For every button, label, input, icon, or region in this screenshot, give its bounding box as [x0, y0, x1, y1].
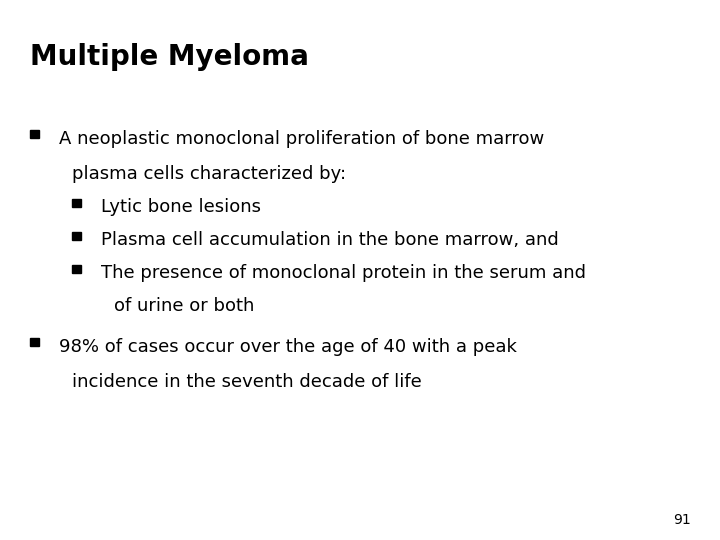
Text: A neoplastic monoclonal proliferation of bone marrow: A neoplastic monoclonal proliferation of…: [59, 130, 544, 147]
Text: 91: 91: [673, 512, 691, 526]
Text: Plasma cell accumulation in the bone marrow, and: Plasma cell accumulation in the bone mar…: [101, 231, 559, 249]
Text: of urine or both: of urine or both: [114, 297, 254, 315]
Text: incidence in the seventh decade of life: incidence in the seventh decade of life: [72, 373, 422, 390]
Bar: [72, 265, 81, 273]
Text: The presence of monoclonal protein in the serum and: The presence of monoclonal protein in th…: [101, 264, 586, 282]
Bar: [30, 338, 40, 346]
Text: Lytic bone lesions: Lytic bone lesions: [101, 198, 261, 216]
Bar: [72, 199, 81, 207]
Text: Multiple Myeloma: Multiple Myeloma: [30, 43, 309, 71]
Bar: [30, 130, 40, 138]
Bar: [72, 232, 81, 240]
Text: 98% of cases occur over the age of 40 with a peak: 98% of cases occur over the age of 40 wi…: [59, 338, 517, 355]
Text: plasma cells characterized by:: plasma cells characterized by:: [72, 165, 346, 183]
